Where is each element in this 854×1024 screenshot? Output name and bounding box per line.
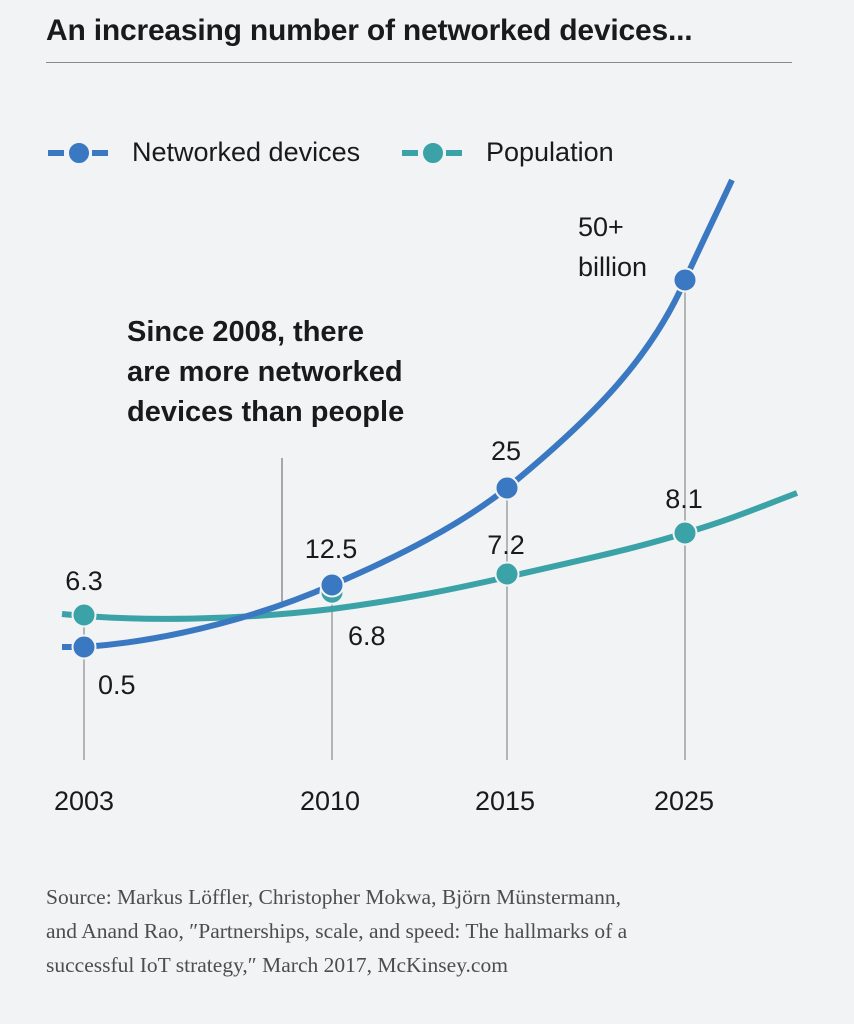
x-tick-label-2015: 2015 [475,786,535,816]
networked-devices-label-2015: 25 [491,436,521,466]
annotation-line: are more networked [127,356,403,388]
annotation-text: Since 2008, there are more networked dev… [127,312,404,432]
population-point-2003 [71,602,97,628]
networked-devices-label-2003: 0.5 [98,670,136,700]
source-line: and Anand Rao, ″Partnerships, scale, and… [46,919,628,943]
x-tick-labels: 2003 2010 2015 2025 [54,786,714,816]
networked-devices-label-2025: 50+ billion [578,212,647,282]
population-label-2003: 6.3 [65,566,103,596]
networked-devices-point-2025 [672,267,698,293]
population-point-2015 [494,561,520,587]
source-line: Source: Markus Löffler, Christopher Mokw… [46,885,621,909]
legend-swatch-networked-devices [48,141,110,165]
chart-title: An increasing number of networked device… [46,14,693,47]
networked-devices-point-2003 [71,634,97,660]
title-divider [46,62,792,63]
population-series-line [61,490,799,622]
annotation-line: devices than people [127,396,405,428]
data-markers [71,267,698,660]
data-labels: 0.5 12.5 25 50+ billion 6.3 6.8 7.2 8.1 [65,212,703,700]
annotation-line: Since 2008, there [127,316,364,348]
source-line: successful IoT strategy,″ March 2017, Mc… [46,953,508,977]
networked-devices-label-2010: 12.5 [305,534,358,564]
population-label-2015: 7.2 [487,530,525,560]
legend-label-population: Population [486,137,614,167]
x-tick-label-2025: 2025 [654,786,714,816]
source-note: Source: Markus Löffler, Christopher Mokw… [46,880,826,982]
x-tick-label-2003: 2003 [54,786,114,816]
legend-label-networked-devices: Networked devices [132,137,361,167]
population-label-2010: 6.8 [348,621,386,651]
networked-devices-point-2010 [319,572,345,598]
networked-devices-point-2015 [494,475,520,501]
population-point-2025 [672,520,698,546]
chart-canvas: 0.5 12.5 25 50+ billion 6.3 6.8 7.2 8.1 2003 2010… [48,141,799,816]
x-tick-label-2010: 2010 [300,786,360,816]
population-label-2025: 8.1 [665,484,703,514]
legend-swatch-population [402,141,464,165]
